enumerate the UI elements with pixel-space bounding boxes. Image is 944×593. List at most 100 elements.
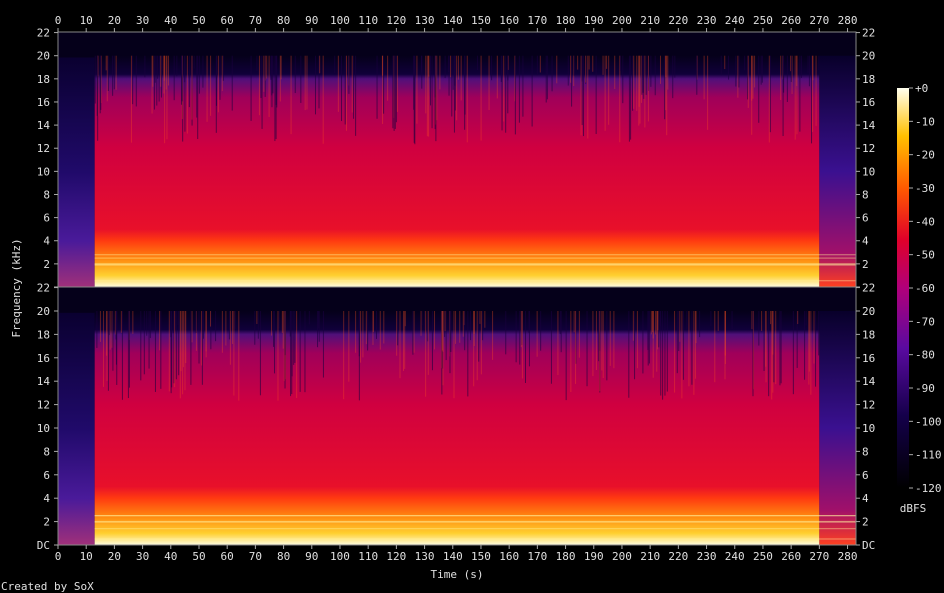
spectral-streak — [728, 55, 730, 80]
x-tick-label: 40 — [164, 550, 177, 563]
spectral-streak — [602, 310, 604, 379]
spectral-streak — [628, 310, 630, 398]
spectral-streak — [180, 310, 182, 372]
spectral-streak — [278, 310, 280, 329]
spectral-streak — [636, 55, 638, 111]
spectral-streak — [314, 55, 316, 115]
spectral-streak — [813, 310, 815, 364]
spectral-streak — [132, 310, 134, 334]
y-tick-label: 22 — [862, 282, 875, 295]
colorbar-tick-label: -80 — [915, 349, 935, 362]
spectral-streak — [761, 310, 763, 331]
spectral-streak — [595, 310, 597, 371]
spectral-streak — [818, 55, 820, 71]
y-tick-label: 8 — [862, 188, 869, 201]
y-tick-label: 8 — [43, 188, 50, 201]
spectral-streak — [261, 55, 263, 129]
spectral-streak — [146, 310, 148, 336]
spectral-streak — [758, 310, 760, 346]
spectral-streak — [652, 310, 654, 378]
x-tick-label: 230 — [697, 14, 717, 27]
spectral-streak — [296, 310, 298, 398]
spectral-streak — [775, 310, 777, 385]
spectral-streak — [128, 310, 130, 388]
spectral-streak — [573, 310, 575, 333]
x-tick-label: 180 — [556, 14, 576, 27]
harmonic-line — [94, 257, 857, 259]
spectral-streak — [507, 55, 509, 114]
spectral-streak — [396, 55, 398, 112]
spectral-streak — [172, 310, 174, 334]
harmonic-line — [94, 515, 857, 517]
harmonic-line — [94, 264, 857, 266]
y-tick-label: 10 — [862, 422, 875, 435]
spectral-streak — [772, 310, 774, 393]
spectral-streak — [638, 55, 640, 126]
spectral-streak — [466, 55, 468, 143]
x-tick-label: 200 — [612, 550, 632, 563]
spectral-streak — [619, 55, 621, 143]
spectral-streak — [737, 55, 739, 98]
spectral-streak — [254, 310, 256, 345]
spectral-streak — [454, 55, 456, 111]
spectral-streak — [772, 310, 774, 355]
spectral-streak — [751, 55, 753, 135]
x-tick-label: 160 — [499, 550, 519, 563]
spectral-streak — [536, 310, 538, 357]
spectral-streak — [804, 310, 806, 380]
spectral-streak — [786, 55, 788, 102]
y-tick-label: 22 — [37, 27, 50, 40]
x-tick-label: 150 — [471, 550, 491, 563]
spectral-streak — [413, 55, 415, 143]
spectral-streak — [343, 310, 345, 400]
spectral-streak — [431, 310, 433, 371]
spectral-streak — [724, 310, 726, 380]
y-tick-label: 16 — [37, 96, 50, 109]
spectral-streak — [196, 55, 198, 118]
spectral-streak — [674, 310, 676, 393]
x-tick-label: 270 — [809, 550, 829, 563]
spectral-streak — [144, 55, 146, 78]
spectral-streak — [225, 310, 227, 346]
x-tick-label: 130 — [415, 14, 435, 27]
spectral-streak — [206, 55, 208, 122]
spectral-streak — [436, 55, 438, 121]
spectral-streak — [630, 55, 632, 140]
x-tick-label: 240 — [725, 550, 745, 563]
spectral-streak — [598, 310, 600, 362]
spectral-streak — [318, 310, 320, 342]
spectral-streak — [281, 310, 283, 333]
spectral-streak — [518, 55, 520, 123]
spectral-streak — [304, 310, 306, 393]
spectral-streak — [650, 310, 652, 335]
spectrogram-panel — [57, 286, 857, 546]
spectral-streak — [121, 310, 123, 400]
spectral-streak — [250, 55, 252, 121]
y-tick-label: 20 — [37, 50, 50, 63]
spectral-streak — [157, 55, 159, 79]
spectral-streak — [812, 55, 814, 132]
spectral-streak — [160, 55, 162, 87]
x-tick-label: 220 — [668, 550, 688, 563]
spectral-streak — [435, 55, 437, 142]
spectral-streak — [585, 55, 587, 84]
spectral-streak — [404, 310, 406, 327]
spectral-streak — [416, 55, 418, 124]
y-tick-label: 4 — [862, 235, 869, 248]
spectral-streak — [479, 310, 481, 324]
spectral-streak — [217, 55, 219, 113]
spectral-streak — [462, 310, 464, 337]
spectral-streak — [717, 310, 719, 331]
y-tick-label: 2 — [862, 258, 869, 271]
spectral-streak — [599, 310, 601, 351]
spectral-streak — [550, 310, 552, 384]
spectral-streak — [413, 310, 415, 353]
spectral-streak — [197, 55, 199, 140]
spectral-streak — [450, 55, 452, 78]
spectral-streak — [222, 55, 224, 81]
x-tick-label: 80 — [277, 550, 290, 563]
spectral-streak — [449, 310, 451, 374]
spectral-streak — [258, 55, 260, 116]
spectral-streak — [444, 55, 446, 79]
spectral-streak — [294, 55, 296, 94]
